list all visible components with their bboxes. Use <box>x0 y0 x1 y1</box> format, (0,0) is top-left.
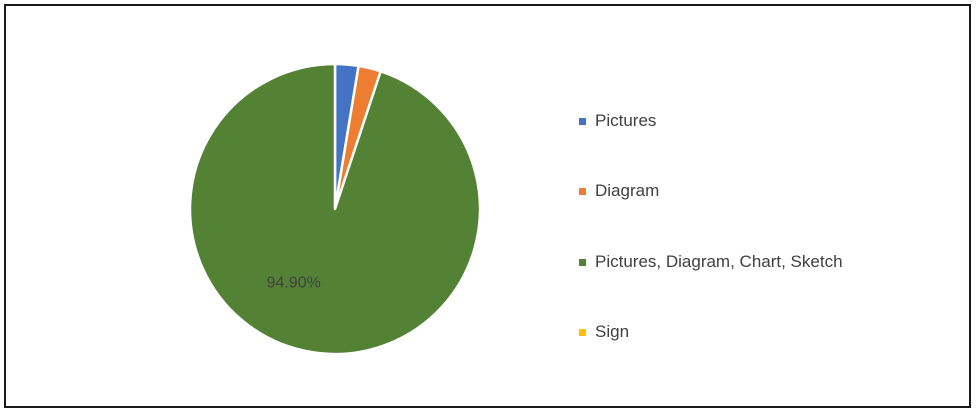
legend-swatch-sign <box>579 328 586 336</box>
legend-swatch-pictures <box>579 117 586 125</box>
pie-slice-pictures-diagram-chart-sketch <box>188 62 482 356</box>
legend-label-pictures: Pictures <box>595 111 657 130</box>
legend-swatch-diagram <box>579 187 586 195</box>
legend-label-sign: Sign <box>595 322 630 341</box>
chart-frame <box>4 4 971 408</box>
legend-swatch-combined <box>579 258 586 266</box>
data-label-2: 94.90% <box>267 274 321 291</box>
chart-legend: Pictures Diagram Pictures, Diagram, Char… <box>579 0 959 406</box>
legend-label-diagram: Diagram <box>595 181 660 200</box>
legend-item-pictures: Pictures <box>579 111 656 131</box>
legend-label-combined: Pictures, Diagram, Chart, Sketch <box>595 252 843 271</box>
legend-item-sign: Sign <box>579 322 629 342</box>
legend-item-diagram: Diagram <box>579 181 659 201</box>
legend-item-combined: Pictures, Diagram, Chart, Sketch <box>579 252 843 272</box>
